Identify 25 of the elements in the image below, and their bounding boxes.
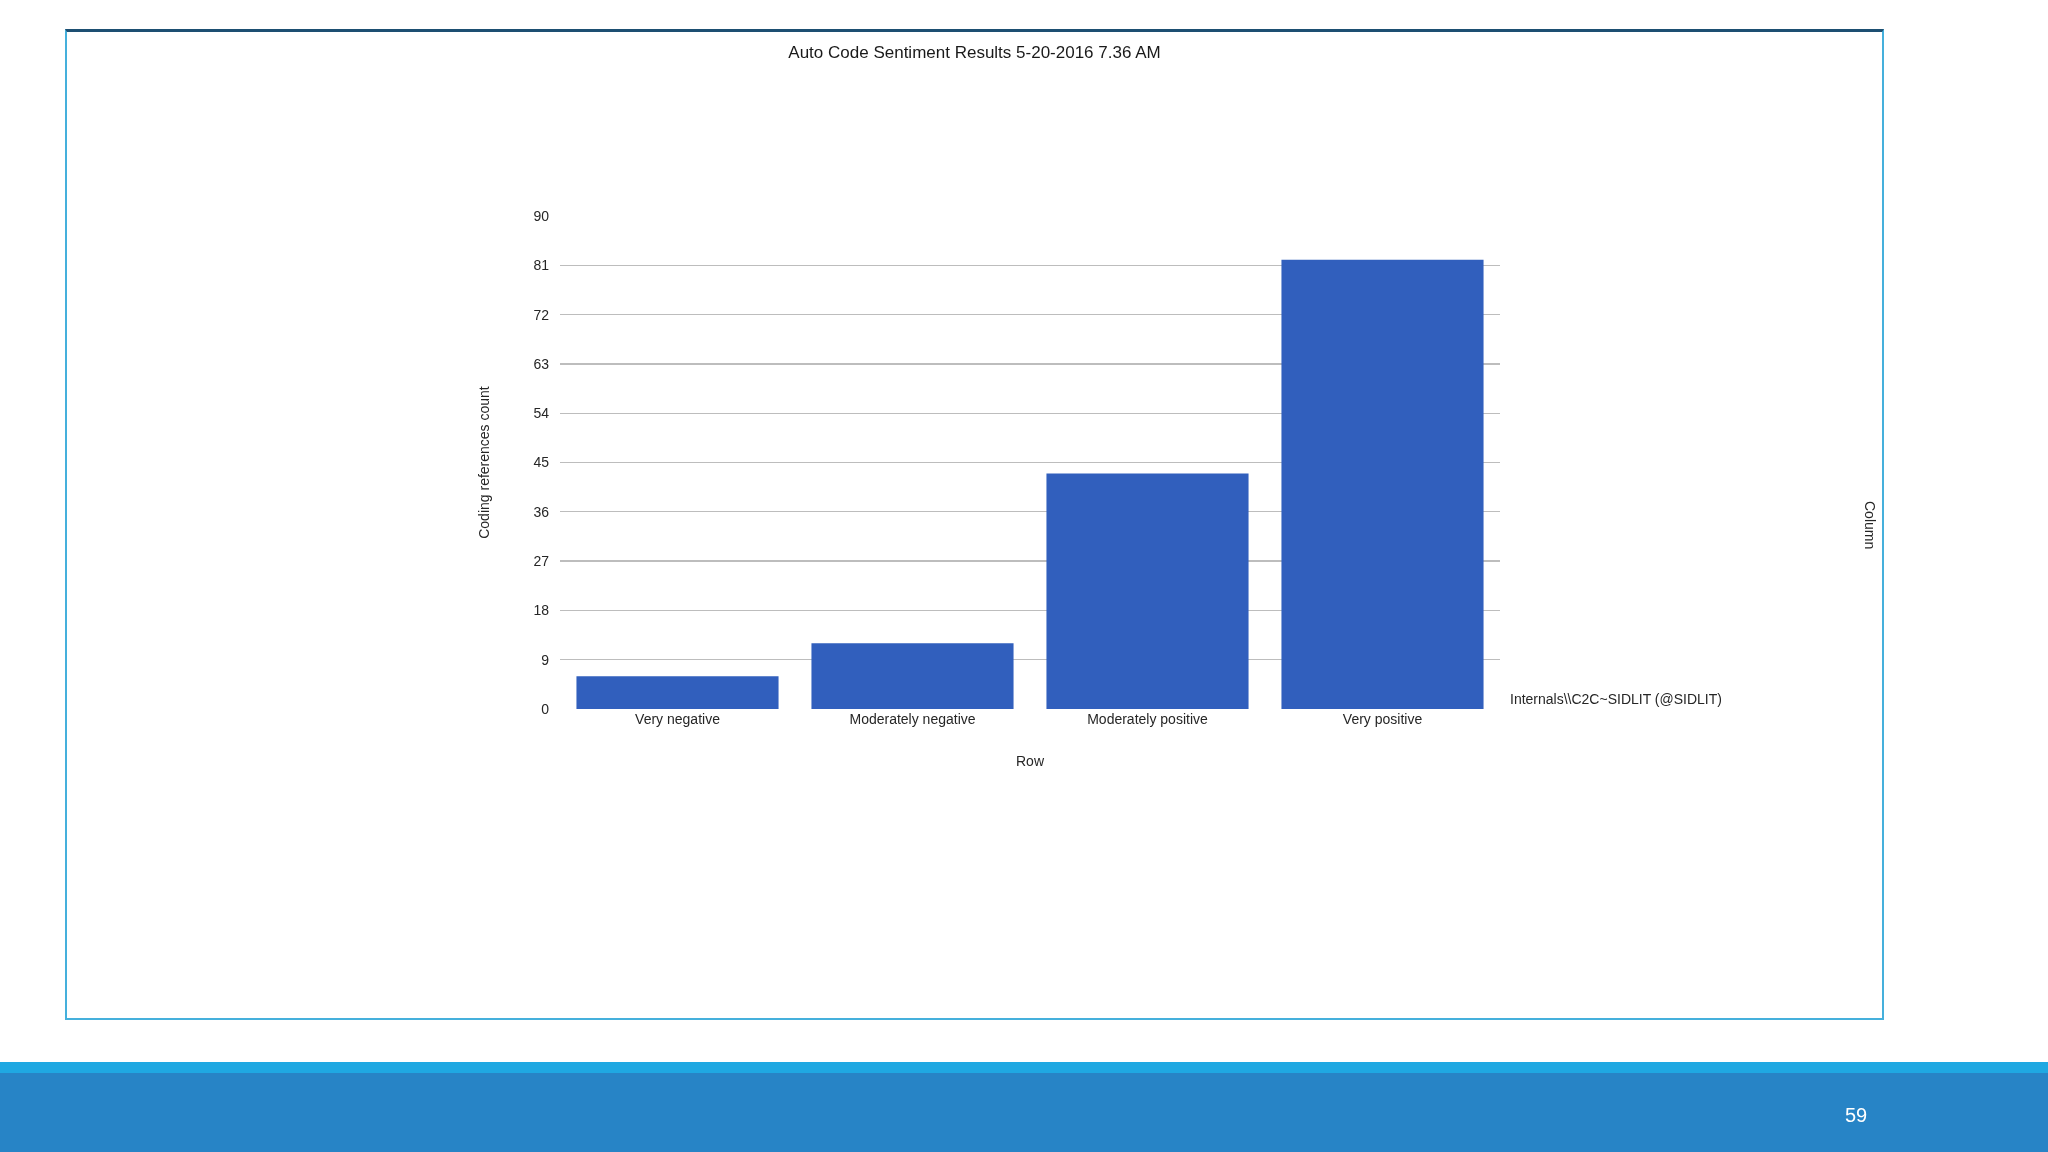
x-tick-label: Very positive [1342, 711, 1423, 727]
text: 59 [1843, 1103, 1869, 1127]
y-tick-label: 9 [541, 651, 550, 668]
y-tick-label: 0 [541, 700, 550, 717]
y-tick-label: 36 [533, 503, 550, 520]
x-tick-label: Moderately positive [1087, 711, 1209, 727]
bar [1046, 473, 1249, 709]
y-tick-label: 18 [533, 602, 550, 619]
bar [576, 676, 779, 709]
y-tick-label: 63 [533, 355, 550, 372]
x-axis-title: Row [1015, 753, 1045, 770]
y-tick-label: 81 [533, 257, 550, 274]
series-label: Internals\\C2C~SIDLIT (@SIDLIT) [1510, 691, 1722, 707]
y-tick-label: 27 [533, 553, 550, 569]
bar [1281, 259, 1484, 709]
y-tick-label: 45 [533, 454, 550, 471]
x-tick-label: Very negative [635, 711, 721, 727]
text: Column [1862, 501, 1878, 550]
y-axis-title: Coding references count [476, 386, 493, 539]
bar [811, 643, 1014, 709]
x-tick-label: Moderately negative [849, 711, 976, 727]
y-tick-label: 54 [533, 405, 550, 422]
chart-title: Auto Code Sentiment Results 5-20-2016 7.36 AM [788, 42, 1161, 62]
y-tick-label: 72 [533, 306, 550, 323]
y-tick-label: 90 [533, 207, 550, 224]
